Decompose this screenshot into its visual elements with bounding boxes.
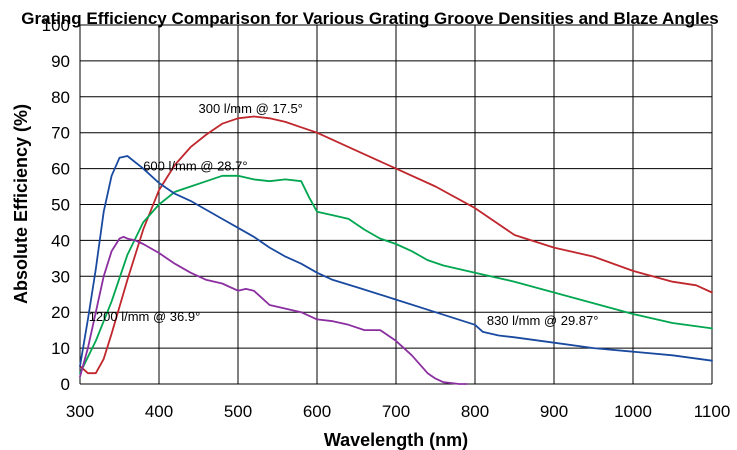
series-label-2: 830 l/mm @ 29.87° [487, 313, 599, 328]
x-axis-title: Wavelength (nm) [324, 430, 468, 450]
series-lines [79, 115, 713, 385]
series-label-3: 1200 l/mm @ 36.9° [89, 309, 201, 324]
x-axis-ticks: 300 400 500 600 700 800 900 1000 1100 [66, 402, 730, 421]
x-tick-label: 300 [66, 402, 94, 421]
chart-title: Grating Efficiency Comparison for Variou… [21, 9, 718, 28]
y-tick-label: 50 [51, 196, 70, 215]
y-tick-label: 40 [51, 231, 70, 250]
y-tick-label: 90 [51, 52, 70, 71]
x-tick-label: 900 [540, 402, 568, 421]
y-tick-label: 10 [51, 339, 70, 358]
y-tick-label: 20 [51, 303, 70, 322]
x-tick-label: 1100 [694, 402, 731, 421]
x-tick-label: 700 [382, 402, 410, 421]
y-tick-label: 30 [51, 267, 70, 286]
x-tick-label: 400 [145, 402, 173, 421]
x-tick-label: 600 [303, 402, 331, 421]
x-tick-label: 1000 [614, 402, 652, 421]
series-line-0 [79, 115, 713, 375]
y-tick-label: 80 [51, 88, 70, 107]
y-tick-label: 70 [51, 124, 70, 143]
grid-lines [79, 24, 713, 385]
series-line-1 [79, 174, 713, 375]
y-axis-title: Absolute Efficiency (%) [11, 104, 31, 304]
y-tick-label: 60 [51, 160, 70, 179]
x-tick-label: 500 [224, 402, 252, 421]
y-tick-label: 100 [42, 16, 70, 35]
y-tick-label: 0 [61, 375, 70, 394]
series-label-1: 600 l/mm @ 28.7° [143, 158, 247, 173]
y-axis-ticks: 0 10 20 30 40 50 60 70 80 90 100 [42, 16, 70, 394]
x-tick-label: 800 [461, 402, 489, 421]
series-line-2 [79, 155, 713, 367]
series-line-3 [79, 235, 468, 385]
series-labels: 300 l/mm @ 17.5° 600 l/mm @ 28.7° 830 l/mm… [89, 101, 599, 328]
series-label-0: 300 l/mm @ 17.5° [199, 101, 303, 116]
